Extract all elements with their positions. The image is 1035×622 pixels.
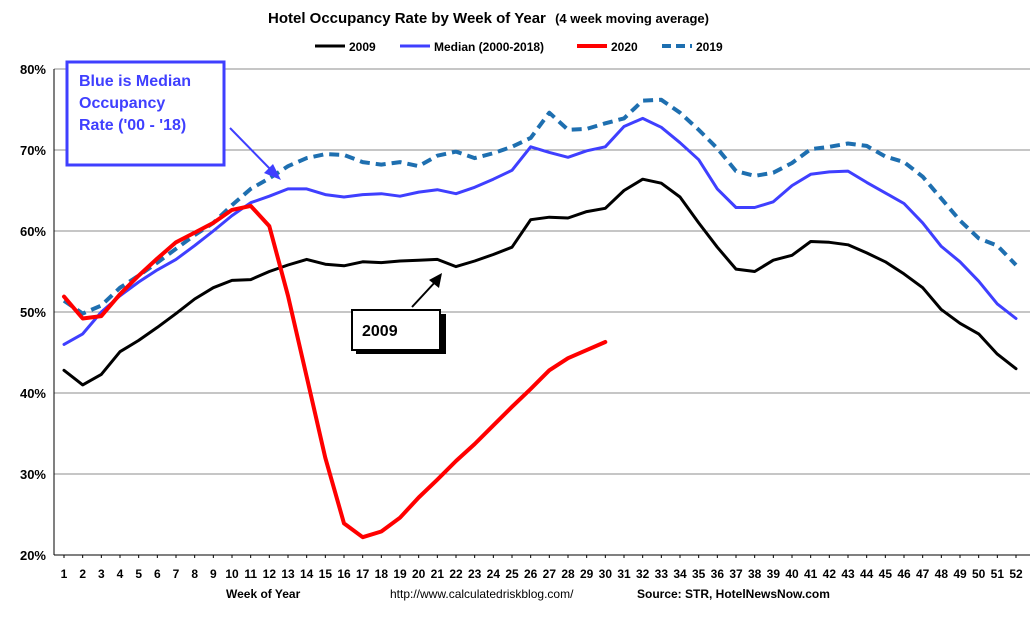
x-tick-label-51: 51: [991, 567, 1005, 581]
annotation-2009: 2009: [351, 273, 446, 354]
y-tick-label-70: 70%: [20, 143, 46, 158]
x-tick-label-34: 34: [673, 567, 687, 581]
x-tick-label-45: 45: [879, 567, 893, 581]
median-annotation: Blue is Median Occupancy Rate ('00 - '18…: [65, 60, 281, 180]
x-tick-label-7: 7: [173, 567, 180, 581]
y-tick-label-60: 60%: [20, 224, 46, 239]
x-tick-label-41: 41: [804, 567, 818, 581]
median-annotation-arrow-line: [229, 127, 274, 173]
annotation-2009-arrow-line: [411, 279, 438, 308]
x-tick-label-42: 42: [823, 567, 837, 581]
x-tick-label-5: 5: [135, 567, 142, 581]
x-tick-label-15: 15: [319, 567, 333, 581]
x-tick-label-17: 17: [356, 567, 370, 581]
x-tick-label-40: 40: [785, 567, 799, 581]
series-line-2020: [62, 203, 608, 540]
median-annotation-arrowhead: [264, 164, 281, 180]
x-tick-label-24: 24: [487, 567, 501, 581]
x-tick-label-33: 33: [655, 567, 669, 581]
x-tick-label-27: 27: [543, 567, 557, 581]
x-tick-label-36: 36: [711, 567, 725, 581]
x-tick-label-22: 22: [449, 567, 463, 581]
x-tick-label-13: 13: [281, 567, 295, 581]
legend: 2009 Median (2000-2018) 2020 2019: [315, 40, 723, 54]
x-tick-label-19: 19: [393, 567, 407, 581]
x-tick-label-9: 9: [210, 567, 217, 581]
x-tick-label-35: 35: [692, 567, 706, 581]
source-url: http://www.calculatedriskblog.com/: [390, 587, 574, 601]
x-tick-label-21: 21: [431, 567, 445, 581]
annotation-2009-box: [351, 309, 441, 351]
y-tick-label-80: 80%: [20, 62, 46, 77]
legend-label-2020: 2020: [611, 40, 638, 54]
y-tick-label-50: 50%: [20, 305, 46, 320]
median-annotation-line1: Blue is Median: [79, 73, 191, 90]
x-tick-label-20: 20: [412, 567, 426, 581]
chart-title: Hotel Occupancy Rate by Week of Year (4 …: [268, 10, 709, 27]
x-tick-label-12: 12: [263, 567, 277, 581]
x-tick-label-25: 25: [505, 567, 519, 581]
x-tick-label-3: 3: [98, 567, 105, 581]
x-tick-label-43: 43: [841, 567, 855, 581]
x-tick-label-32: 32: [636, 567, 650, 581]
x-tick-label-48: 48: [935, 567, 949, 581]
series-layer: [62, 97, 1018, 540]
chart-subtitle: (4 week moving average): [555, 11, 709, 26]
x-tick-label-6: 6: [154, 567, 161, 581]
x-tick-label-10: 10: [225, 567, 239, 581]
x-tick-label-11: 11: [244, 567, 257, 581]
median-annotation-box: [65, 60, 226, 167]
x-tick-label-46: 46: [897, 567, 911, 581]
legend-label-median: Median (2000-2018): [434, 40, 544, 54]
chart-title-main: Hotel Occupancy Rate by Week of Year: [268, 10, 546, 27]
x-tick-label-8: 8: [191, 567, 198, 581]
x-tick-label-28: 28: [561, 567, 575, 581]
y-tick-label-30: 30%: [20, 467, 46, 482]
x-tick-label-49: 49: [953, 567, 967, 581]
annotation-2009-label: 2009: [362, 323, 398, 340]
x-tick-label-47: 47: [916, 567, 930, 581]
source-credit: Source: STR, HotelNewsNow.com: [637, 587, 830, 601]
x-tick-label-44: 44: [860, 567, 874, 581]
x-tick-label-39: 39: [767, 567, 781, 581]
annotation-2009-arrowhead: [429, 273, 442, 288]
y-tick-label-40: 40%: [20, 386, 46, 401]
x-tick-label-50: 50: [972, 567, 986, 581]
median-annotation-line2: Occupancy: [79, 95, 165, 112]
x-tick-label-14: 14: [300, 567, 314, 581]
x-tick-label-18: 18: [375, 567, 389, 581]
x-tick-label-4: 4: [117, 567, 124, 581]
x-tick-label-16: 16: [337, 567, 351, 581]
y-axis-ticks: 20% 30% 40% 50% 60% 70% 80%: [20, 62, 46, 563]
series-line-2009: [62, 177, 1018, 387]
x-tick-label-31: 31: [617, 567, 631, 581]
median-annotation-line3: Rate ('00 - '18): [79, 117, 186, 134]
x-tick-label-38: 38: [748, 567, 762, 581]
y-tick-label-20: 20%: [20, 548, 46, 563]
x-tick-label-29: 29: [580, 567, 594, 581]
x-axis-label: Week of Year: [226, 587, 301, 601]
x-tick-label-52: 52: [1009, 567, 1023, 581]
x-tick-label-2: 2: [79, 567, 86, 581]
x-tick-label-37: 37: [729, 567, 743, 581]
legend-label-2009: 2009: [349, 40, 376, 54]
x-tick-label-1: 1: [61, 567, 68, 581]
x-tick-label-30: 30: [599, 567, 613, 581]
legend-label-2019: 2019: [696, 40, 723, 54]
x-tick-label-26: 26: [524, 567, 538, 581]
x-tick-label-23: 23: [468, 567, 482, 581]
series-line-median-2000-2018: [62, 116, 1018, 346]
x-axis-ticks: 1 2 3 4 5 6 7 8 9 10 11 12 13 14 15 16 17 18 19 20 21 22 23 24 2…: [61, 555, 1023, 581]
